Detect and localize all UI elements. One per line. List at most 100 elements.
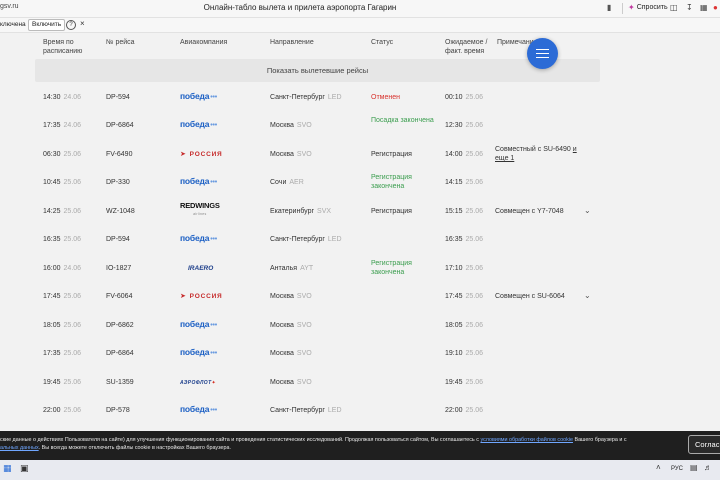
scheduled-time: 19:45 25.06 bbox=[43, 379, 82, 386]
tray-chevron-icon[interactable]: ˄ bbox=[656, 463, 661, 472]
ask-button[interactable]: ✦ Спросить bbox=[628, 3, 668, 12]
scheduled-time: 17:35 24.06 bbox=[43, 122, 82, 129]
flight-board bbox=[0, 33, 720, 430]
destination: Москва SVO bbox=[270, 293, 312, 300]
airline-logo-rossiya: ➤ РОССИЯ bbox=[180, 293, 223, 300]
destination: Москва SVO bbox=[270, 322, 312, 329]
table-row[interactable]: 14:30 24.06 DP-594 победа••• Санкт-Петербург… bbox=[0, 91, 720, 119]
flight-number: FV-6064 bbox=[106, 293, 133, 300]
airline-logo-rossiya: ➤ РОССИЯ bbox=[180, 151, 223, 158]
enable-translation-button[interactable]: Включить bbox=[28, 19, 66, 31]
table-row[interactable]: 14:25 25.06 WZ-1048 REDWINGS airlines Екатери… bbox=[0, 201, 720, 233]
cookie-text-part: ские данные о действиях Пользователя на … bbox=[0, 437, 479, 443]
cookie-text-part: . Вы всегда можете отключить файлы cooki… bbox=[38, 445, 231, 451]
airline-logo-redwings: REDWINGS airlines bbox=[180, 201, 220, 217]
airline-logo-aeroflot: АЭРОФЛОТ✦ bbox=[180, 380, 217, 386]
flight-number: DP-594 bbox=[106, 236, 130, 243]
scheduled-time: 17:35 25.06 bbox=[43, 350, 82, 357]
flight-number: DP-578 bbox=[106, 407, 130, 414]
table-row[interactable]: 22:00 25.06 DP-578 победа••• Санкт-Петербург… bbox=[0, 404, 720, 432]
browser-toolbar bbox=[0, 0, 720, 18]
expected-time: 22:00 25.06 bbox=[445, 407, 484, 414]
table-row[interactable]: 16:35 25.06 DP-594 победа••• Санкт-Петербург… bbox=[0, 233, 720, 261]
network-icon[interactable]: ▤ bbox=[690, 463, 698, 472]
taskbar bbox=[0, 460, 720, 480]
sparkle-icon: ✦ bbox=[628, 3, 635, 12]
expected-time: 16:35 25.06 bbox=[445, 236, 484, 243]
profile-icon[interactable]: ● bbox=[713, 3, 718, 12]
scheduled-time: 14:25 25.06 bbox=[43, 208, 82, 215]
table-row[interactable]: 17:35 24.06 DP-6864 победа••• Москва SVO Посад… bbox=[0, 117, 720, 147]
address-bar[interactable]: gsv.ru bbox=[0, 3, 19, 10]
expected-time: 19:45 25.06 bbox=[445, 379, 484, 386]
airline-logo-pobeda: победа••• bbox=[180, 404, 217, 415]
aeroflot-wing-icon: ✦ bbox=[211, 380, 217, 386]
expected-time: 00:10 25.06 bbox=[445, 94, 484, 101]
show-departed-button[interactable]: Показать вылетевшие рейсы bbox=[35, 59, 600, 82]
flight-status: Посадка закончена bbox=[371, 117, 434, 124]
cookie-accept-button[interactable]: Соглас bbox=[688, 435, 720, 454]
help-icon[interactable]: ? bbox=[66, 20, 76, 30]
airline-logo-pobeda: победа••• bbox=[180, 233, 217, 244]
flight-note: Совместный с SU-6490 и еще 1 bbox=[495, 146, 577, 162]
table-row[interactable]: 17:45 25.06 FV-6064 ➤ РОССИЯ Москва SVO 17:45 25… bbox=[0, 290, 720, 318]
destination: Сочи AER bbox=[270, 179, 304, 186]
scheduled-time: 18:05 25.06 bbox=[43, 322, 82, 329]
destination: Санкт-Петербург LED bbox=[270, 94, 342, 101]
airline-logo-pobeda: победа••• bbox=[180, 319, 217, 330]
language-indicator[interactable]: РУС bbox=[671, 466, 684, 472]
bookmark-icon[interactable]: ▮ bbox=[607, 3, 612, 12]
scheduled-time: 22:00 25.06 bbox=[43, 407, 82, 414]
reading-list-icon[interactable]: ◫ bbox=[670, 3, 678, 12]
header-note: Примечание bbox=[497, 39, 538, 46]
download-icon[interactable]: ↧ bbox=[686, 3, 693, 12]
windows-start-icon[interactable]: ▦ bbox=[3, 463, 12, 473]
flight-status: Регистрация bbox=[371, 208, 412, 215]
flight-number: DP-6864 bbox=[106, 122, 134, 129]
translation-bar bbox=[0, 18, 720, 33]
extensions-icon[interactable]: ▦ bbox=[700, 3, 708, 12]
table-row[interactable]: 19:45 25.06 SU-1359 АЭРОФЛОТ✦ Москва SVO 19:45… bbox=[0, 376, 720, 404]
personal-data-link[interactable]: альных данных bbox=[0, 445, 39, 451]
header-expected-time: Ожидаемое / факт. время bbox=[445, 39, 488, 55]
flight-number: DP-330 bbox=[106, 179, 130, 186]
flight-number: DP-594 bbox=[106, 94, 130, 101]
header-status: Статус bbox=[371, 39, 394, 46]
expected-time: 12:30 25.06 bbox=[445, 122, 484, 129]
table-row[interactable]: 17:35 25.06 DP-6864 победа••• Москва SVO 19:10… bbox=[0, 347, 720, 375]
destination: Москва SVO bbox=[270, 151, 312, 158]
table-row[interactable]: 10:45 25.06 DP-330 победа••• Сочи AER Регистра… bbox=[0, 174, 720, 204]
menu-button[interactable] bbox=[527, 38, 558, 69]
expected-time: 19:10 25.06 bbox=[445, 350, 484, 357]
flight-number: WZ-1048 bbox=[106, 208, 135, 215]
volume-icon[interactable]: ♬ bbox=[704, 463, 712, 472]
flight-status: Отменен bbox=[371, 94, 400, 101]
cookie-text: ские данные о действиях Пользователя на … bbox=[0, 436, 680, 452]
table-row[interactable]: 18:05 25.06 DP-6862 победа••• Москва SVO 18:05… bbox=[0, 319, 720, 347]
destination: Москва SVO bbox=[270, 350, 312, 357]
airline-logo-pobeda: победа••• bbox=[180, 91, 217, 102]
destination: Анталья AYT bbox=[270, 265, 314, 272]
flight-note: Совмещен с SU-6064 bbox=[495, 293, 565, 300]
scheduled-time: 16:00 24.06 bbox=[43, 265, 82, 272]
header-airline: Авиакомпания bbox=[180, 39, 228, 46]
scheduled-time: 14:30 24.06 bbox=[43, 94, 82, 101]
flight-number: IO-1827 bbox=[106, 265, 132, 272]
expected-time: 14:00 25.06 bbox=[445, 151, 484, 158]
table-row[interactable]: 16:00 24.06 IO-1827 IRAERO Анталья AYT Регистр… bbox=[0, 260, 720, 290]
flight-number: DP-6862 bbox=[106, 322, 134, 329]
scheduled-time: 16:35 25.06 bbox=[43, 236, 82, 243]
page-title: Онлайн-табло вылета и прилета аэропорта … bbox=[203, 3, 397, 12]
expand-chevron-icon[interactable]: ⌄ bbox=[584, 206, 591, 215]
cookie-policy-link[interactable]: условиями обработки файлов cookie bbox=[480, 437, 573, 443]
table-row[interactable]: 06:30 25.06 FV-6490 ➤ РОССИЯ Москва SVO Регистр… bbox=[0, 146, 720, 176]
taskbar-app-icon[interactable]: ▣ bbox=[20, 463, 29, 473]
destination: Санкт-Петербург LED bbox=[270, 407, 342, 414]
flight-note: Совмещен с Y7-7048 bbox=[495, 208, 564, 215]
expand-chevron-icon[interactable]: ⌄ bbox=[584, 291, 591, 300]
close-icon[interactable]: × bbox=[80, 19, 85, 28]
expected-time: 17:10 25.06 bbox=[445, 265, 484, 272]
header-destination: Направление bbox=[270, 39, 314, 46]
more-codeshares-link[interactable]: и еще 1 bbox=[495, 146, 577, 162]
rossiya-bird-icon: ➤ bbox=[180, 151, 187, 158]
